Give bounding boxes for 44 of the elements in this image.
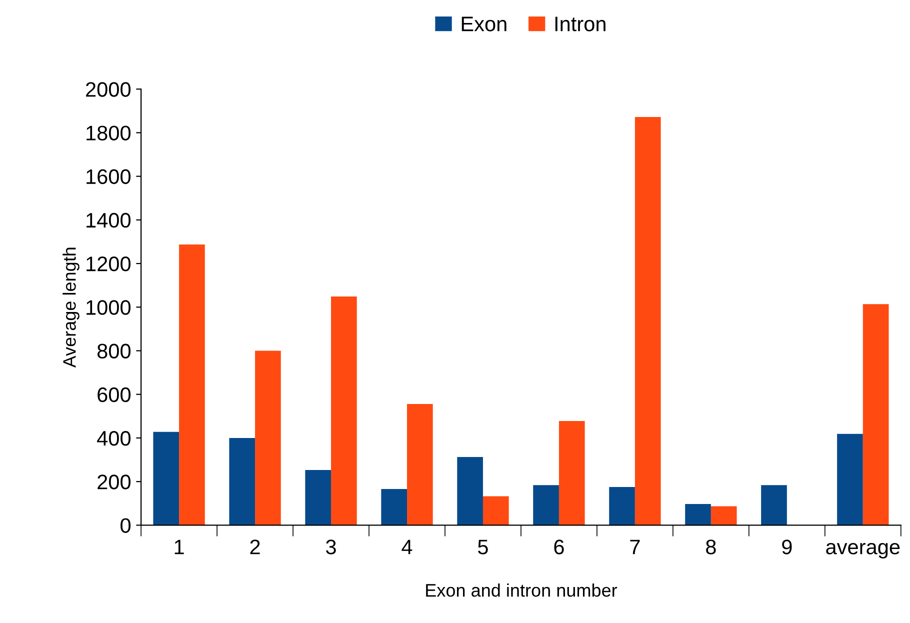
x-tick-label: 6	[554, 540, 564, 554]
x-tick-label: 4	[402, 540, 412, 554]
x-tick-label: 1	[174, 540, 184, 554]
y-tick-label: 400	[97, 430, 131, 446]
y-tick-label: 2000	[86, 82, 131, 97]
y-tick-label: 1600	[86, 169, 131, 184]
y-tick-label: 1000	[86, 300, 131, 315]
bar	[305, 470, 332, 526]
x-tick-label: 9	[782, 540, 792, 554]
bar	[406, 404, 433, 526]
bar	[609, 487, 635, 526]
x-tick-label: 3	[326, 540, 336, 554]
bar	[837, 434, 863, 526]
bar	[533, 485, 559, 526]
bar	[229, 438, 256, 526]
y-tick-label: 600	[98, 387, 131, 402]
bar	[558, 420, 585, 526]
y-tick-label: 0	[120, 518, 131, 533]
x-axis-title: Exon and intron number	[426, 584, 618, 597]
bar	[179, 244, 205, 526]
legend-label: Intron	[555, 16, 606, 32]
x-tick-label: average	[826, 542, 900, 558]
y-tick-label: 1400	[86, 212, 131, 228]
y-tick-label: 200	[98, 474, 131, 490]
y-tick-label: 800	[97, 344, 131, 359]
legend-label: Exon	[462, 16, 506, 32]
bar	[761, 485, 787, 526]
bar	[710, 506, 737, 526]
bar	[862, 304, 889, 526]
y-tick-label: 1800	[86, 126, 131, 140]
x-tick-label: 8	[706, 540, 716, 554]
bar	[457, 456, 483, 526]
bar	[634, 117, 661, 526]
y-axis-title: Average length	[62, 248, 80, 368]
bar	[381, 488, 407, 526]
x-tick-label: 2	[250, 540, 260, 554]
bar	[153, 432, 180, 526]
x-tick-label: 7	[630, 540, 640, 554]
y-tick-label: 1200	[86, 256, 131, 272]
bar	[255, 350, 281, 526]
bar	[482, 496, 509, 526]
bar	[685, 504, 711, 526]
bar	[331, 296, 357, 526]
x-tick-label: 5	[478, 540, 488, 554]
